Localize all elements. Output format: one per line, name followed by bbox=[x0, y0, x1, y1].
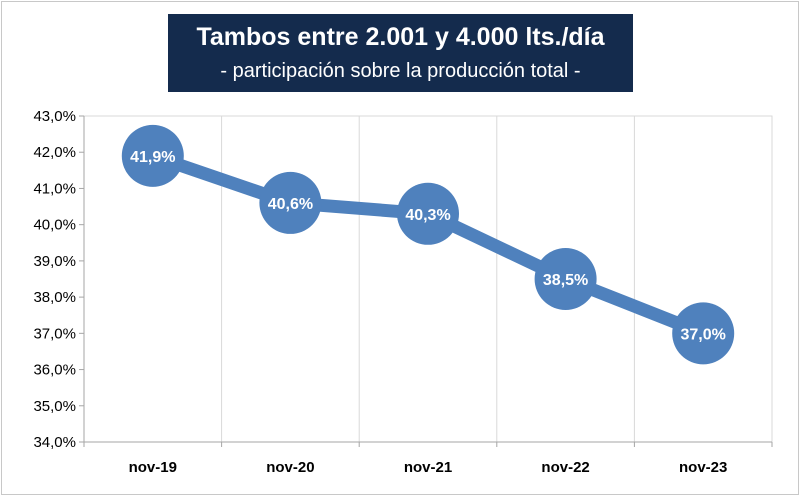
data-label: 37,0% bbox=[681, 326, 726, 343]
data-point bbox=[534, 248, 597, 310]
title-box: Tambos entre 2.001 y 4.000 lts./día - pa… bbox=[168, 14, 633, 92]
y-tick-label: 39,0% bbox=[33, 253, 76, 270]
x-tick-label: nov-23 bbox=[679, 459, 727, 476]
data-point bbox=[397, 182, 459, 245]
data-point bbox=[121, 124, 184, 187]
y-tick-label: 38,0% bbox=[33, 289, 76, 306]
x-tick-label: nov-19 bbox=[129, 459, 177, 476]
y-tick-label: 35,0% bbox=[33, 398, 76, 415]
y-tick-label: 36,0% bbox=[33, 362, 76, 379]
chart-title: Tambos entre 2.001 y 4.000 lts./día bbox=[196, 23, 605, 51]
data-point bbox=[259, 171, 322, 234]
y-tick-label: 34,0% bbox=[33, 434, 76, 451]
y-tick-label: 41,0% bbox=[33, 180, 76, 197]
data-label: 38,5% bbox=[543, 272, 588, 289]
x-tick-label: nov-21 bbox=[404, 459, 452, 476]
y-tick-label: 43,0% bbox=[33, 108, 76, 125]
y-tick-label: 40,0% bbox=[33, 217, 76, 234]
x-tick-label: nov-20 bbox=[266, 459, 314, 476]
data-label: 41,9% bbox=[130, 149, 175, 166]
y-tick-label: 42,0% bbox=[33, 144, 76, 161]
data-point bbox=[672, 302, 735, 365]
data-label: 40,3% bbox=[405, 207, 450, 224]
chart-subtitle: - participación sobre la producción tota… bbox=[220, 60, 581, 82]
x-tick-label: nov-22 bbox=[541, 459, 589, 476]
data-label: 40,6% bbox=[268, 196, 313, 213]
y-tick-label: 37,0% bbox=[33, 325, 76, 342]
